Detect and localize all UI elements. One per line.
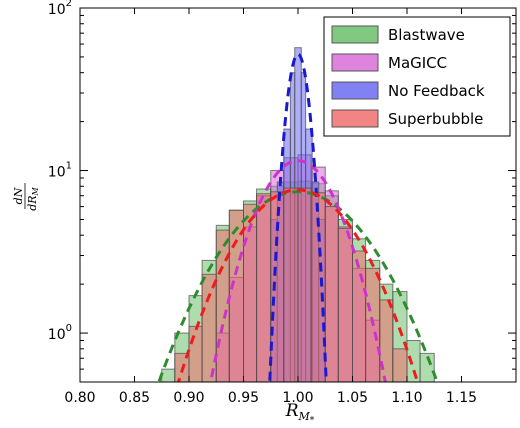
fit-curve-superbubble (176, 188, 420, 382)
histogram-bar (188, 325, 203, 382)
legend-swatch-magicc (331, 53, 379, 72)
y-axis-label-numerator: dN (12, 187, 25, 204)
y-tick-label: 102 (48, 0, 72, 18)
histogram-bar (379, 299, 394, 382)
axis-ticks: 0.80 0.85 0.90 0.95 1.00 1.05 1.10 1.15 100 101 10… (48, 0, 516, 406)
x-tick-label: 1.05 (337, 390, 368, 406)
x-axis-label-main: R (285, 401, 299, 421)
y-axis-label-denominator-main: dR (26, 195, 39, 210)
x-axis-label: RM* (285, 401, 315, 426)
legend-label-no-feedback: No Feedback (388, 82, 485, 100)
histogram-bar (256, 193, 272, 382)
x-axis-label-subsub: * (310, 416, 315, 426)
histogram-bar (406, 340, 421, 382)
x-tick-label: 0.85 (119, 390, 150, 406)
gaussian-fits (157, 52, 439, 382)
y-axis-label-denominator-sub: M (31, 186, 40, 196)
histogram-bar (228, 209, 245, 382)
bars-superbubble (174, 187, 408, 382)
legend-items: Blastwave MaGICC No Feedback Superbubble (331, 25, 485, 128)
legend-swatch-no-feedback (331, 81, 379, 100)
legend-swatch-blastwave (331, 25, 379, 44)
y-tick-label: 101 (48, 161, 72, 181)
histogram-bar (201, 273, 217, 382)
x-tick-label: 1.10 (391, 390, 422, 406)
legend: Blastwave MaGICC No Feedback Superbubble (323, 16, 511, 137)
x-tick-label: 1.15 (446, 390, 477, 406)
y-axis-label-denominator: dRM (26, 186, 40, 210)
histogram-bar (337, 227, 353, 382)
legend-label-superbubble: Superbubble (388, 110, 483, 128)
fit-curve-magicc (209, 159, 387, 382)
y-axis-label: dN dRM (12, 183, 40, 211)
histogram-bar (352, 250, 367, 382)
histogram-bar (297, 187, 312, 382)
y-tick-label: 100 (48, 323, 72, 343)
x-axis-label-sub: M (298, 410, 311, 423)
histogram-bar (283, 187, 299, 382)
histogram-bar (324, 206, 339, 382)
legend-label-blastwave: Blastwave (388, 26, 465, 44)
x-tick-label: 0.80 (64, 390, 95, 406)
x-tick-label: 0.90 (173, 390, 204, 406)
x-tick-label: 0.95 (228, 390, 259, 406)
legend-swatch-superbubble (331, 109, 379, 128)
fit-curve-blastwave (157, 190, 439, 382)
histogram-bar (161, 368, 176, 382)
histogram-bar (392, 348, 408, 382)
histogram-bars (161, 47, 435, 382)
legend-label-magicc: MaGICC (388, 54, 447, 72)
x-tick-label: 1.00 (282, 390, 313, 406)
